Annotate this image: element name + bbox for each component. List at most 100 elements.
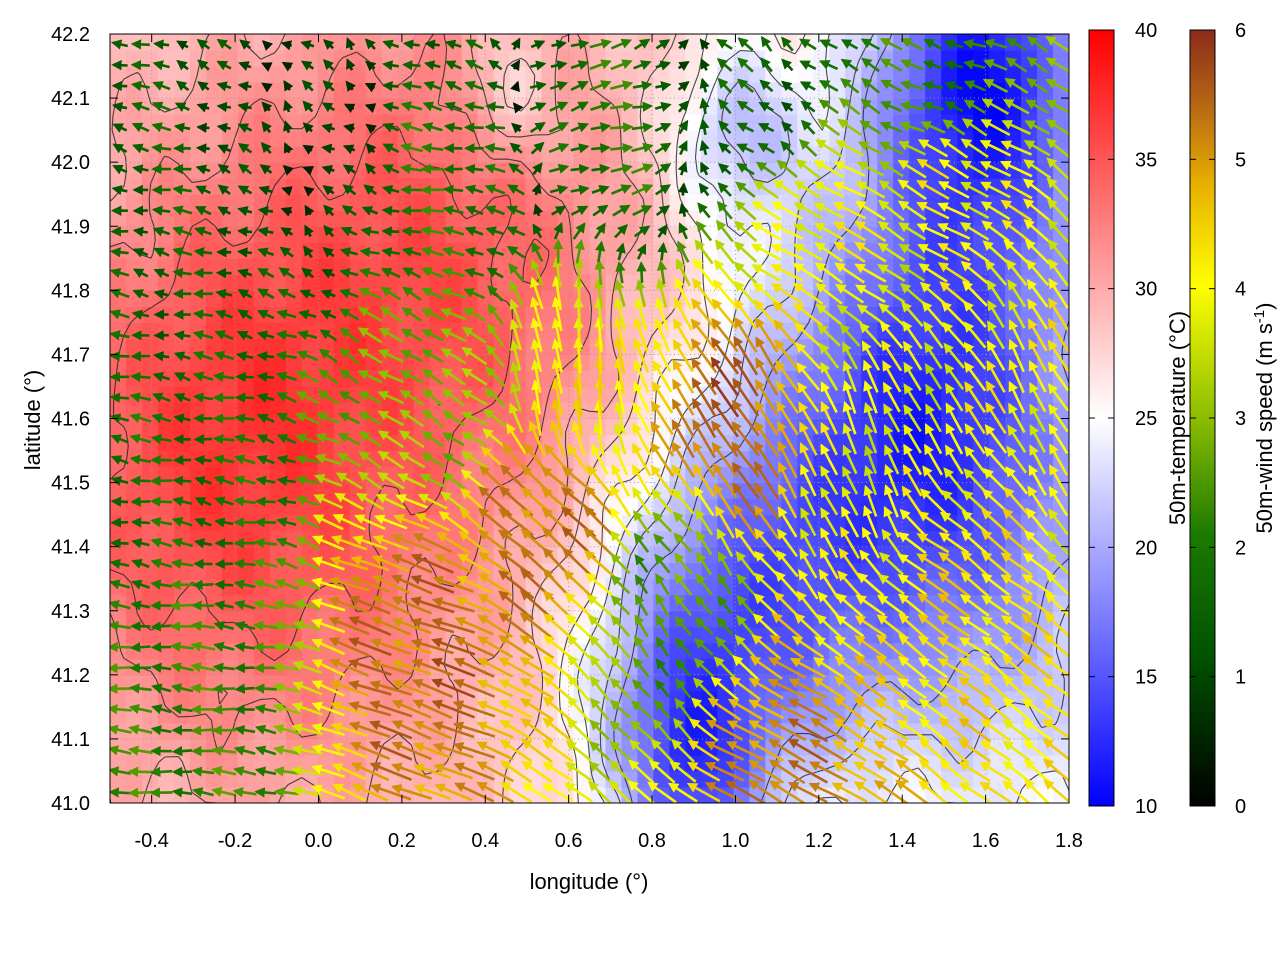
heatmap-cell	[110, 546, 127, 564]
heatmap-cell	[269, 194, 287, 211]
heatmap-cell	[653, 530, 671, 548]
heatmap-cell	[589, 370, 607, 388]
heatmap-cell	[173, 274, 191, 291]
heatmap-cell	[221, 482, 239, 500]
heatmap-cell	[173, 178, 191, 195]
heatmap-cell	[749, 498, 766, 516]
heatmap-cell	[397, 162, 415, 179]
heatmap-cell	[173, 626, 191, 644]
heatmap-cell	[237, 418, 255, 436]
wind-arrow	[214, 579, 234, 590]
heatmap-cell	[365, 146, 383, 163]
heatmap-cell	[557, 258, 575, 275]
heatmap-cell	[957, 66, 974, 83]
heatmap-cell	[173, 434, 191, 452]
heatmap-cell	[189, 754, 207, 772]
heatmap-cell	[205, 738, 223, 756]
x-tick-label: 0.0	[305, 830, 333, 852]
heatmap-cell	[685, 626, 702, 644]
heatmap-cell	[205, 466, 223, 484]
heatmap-cell	[413, 274, 431, 291]
heatmap-cell	[221, 402, 239, 420]
wind-arrow	[172, 475, 192, 487]
heatmap-cell	[157, 338, 175, 356]
heatmap-cell	[173, 338, 191, 356]
heatmap-cell	[781, 82, 798, 99]
heatmap-cell	[333, 338, 351, 356]
heatmap-cell	[189, 594, 207, 612]
heatmap-cell	[110, 642, 127, 660]
heatmap-cell	[685, 194, 702, 211]
heatmap-cell	[253, 82, 271, 99]
heatmap-cell	[237, 338, 255, 356]
heatmap-cell	[381, 194, 399, 211]
heatmap-cell	[189, 418, 207, 436]
heatmap-cell	[333, 178, 351, 195]
heatmap-cell	[285, 274, 303, 291]
heatmap-cell	[589, 722, 607, 740]
heatmap-cell	[685, 178, 702, 195]
heatmap-cell	[733, 658, 750, 676]
wind-arrow	[110, 787, 131, 798]
heatmap-cell	[333, 354, 351, 372]
colorbar-tick-label: 2	[1235, 537, 1246, 559]
wind-arrow	[193, 454, 212, 466]
heatmap-cell	[221, 578, 239, 596]
heatmap-cell	[221, 354, 239, 372]
heatmap-cell	[333, 162, 351, 179]
y-tick-label: 42.1	[51, 88, 90, 110]
heatmap-cell	[669, 642, 686, 660]
heatmap-cell	[749, 274, 766, 291]
wind-arrow	[190, 725, 215, 736]
wind-arrow	[130, 496, 151, 507]
heatmap-cell	[461, 130, 479, 147]
wind-arrow	[257, 205, 274, 217]
heatmap-cell	[173, 162, 191, 179]
heatmap-cell	[189, 66, 207, 83]
heatmap-cell	[413, 178, 431, 195]
colorbar-tick-label: 25	[1135, 408, 1157, 430]
heatmap-cell	[445, 130, 463, 147]
heatmap-cell	[349, 66, 367, 83]
heatmap-cell	[189, 770, 207, 788]
heatmap-cell	[829, 354, 846, 372]
heatmap-cell	[685, 98, 702, 115]
colorbar-tick-label: 6	[1235, 20, 1246, 42]
heatmap-cell	[541, 194, 559, 211]
heatmap-cell	[349, 402, 367, 420]
wind-arrow	[110, 350, 130, 362]
wind-arrow	[130, 371, 151, 383]
wind-arrow	[111, 60, 128, 71]
heatmap-cell	[429, 130, 447, 147]
heatmap-cell	[989, 610, 1006, 628]
heatmap-cell	[269, 98, 287, 115]
heatmap-cell	[285, 290, 303, 307]
heatmap-cell	[285, 226, 303, 243]
heatmap-cell	[685, 530, 702, 548]
heatmap-cell	[957, 514, 974, 532]
heatmap-cell	[253, 66, 271, 83]
wind-arrow	[254, 787, 277, 798]
heatmap-cell	[973, 482, 990, 500]
wind-arrow	[237, 247, 253, 258]
heatmap-cell	[445, 402, 463, 420]
heatmap-cell	[605, 194, 623, 211]
heatmap-cell	[221, 274, 239, 291]
heatmap-cell	[957, 98, 974, 115]
heatmap-cell	[205, 690, 223, 708]
heatmap-cell	[110, 370, 127, 388]
heatmap-cell	[285, 82, 303, 99]
heatmap-cell	[765, 178, 782, 195]
heatmap-cell	[413, 258, 431, 275]
wind-arrow	[111, 80, 128, 92]
heatmap-cell	[477, 50, 495, 67]
wind-arrow	[237, 226, 253, 237]
heatmap-cell	[269, 482, 287, 500]
heatmap-cell	[221, 418, 239, 436]
wind-arrow	[110, 517, 129, 528]
heatmap-cell	[205, 578, 223, 596]
heatmap-cell	[509, 626, 527, 644]
heatmap-cell	[685, 226, 702, 243]
heatmap-cell	[589, 434, 607, 452]
heatmap-cell	[461, 178, 479, 195]
